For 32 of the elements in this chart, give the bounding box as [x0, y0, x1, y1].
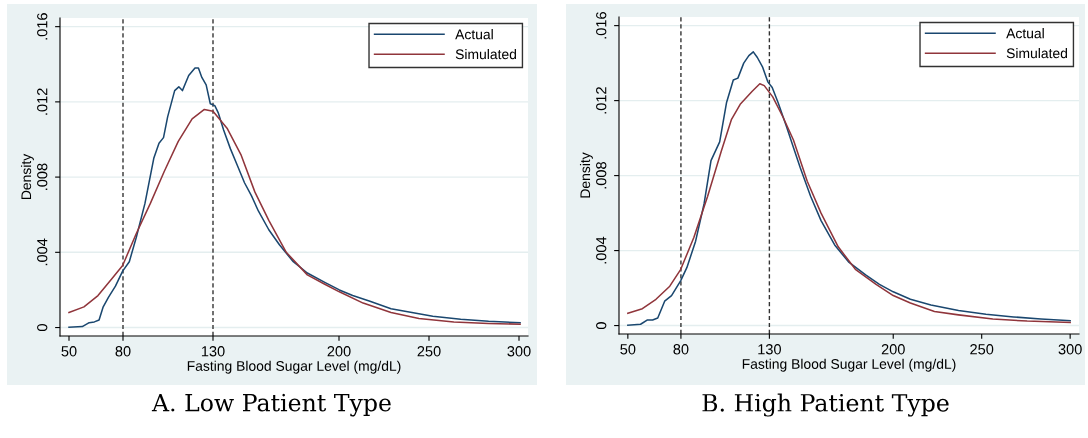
y-tick-label: .016 — [596, 12, 607, 39]
x-tick-label: 250 — [417, 346, 441, 357]
x-tick-label: 300 — [1058, 344, 1082, 355]
legend-label: Simulated — [1006, 48, 1067, 59]
x-tick-label: 50 — [620, 344, 636, 355]
x-axis-title: Fasting Blood Sugar Level (mg/dL) — [742, 358, 956, 372]
x-tick-label: 250 — [970, 344, 994, 355]
y-tick-label: .008 — [37, 163, 48, 190]
x-tick-label: 200 — [881, 344, 905, 355]
x-tick-label: 50 — [61, 346, 77, 357]
x-tick-label: 80 — [115, 346, 131, 357]
legend-label: Actual — [1006, 28, 1044, 39]
y-tick-label: 0 — [37, 324, 48, 332]
text: B. High Patient Type — [702, 393, 949, 417]
y-axis-title: Density — [20, 153, 34, 200]
x-tick-label: 80 — [673, 344, 689, 355]
x-tick-label: 200 — [327, 346, 351, 357]
x-tick-label: 130 — [201, 346, 225, 357]
y-axis-title: Density — [579, 152, 593, 198]
legend-label: Simulated — [455, 49, 516, 60]
x-axis-title: Fasting Blood Sugar Level (mg/dL) — [187, 360, 401, 374]
y-tick-label: .004 — [37, 238, 48, 266]
legend-label: Actual — [455, 29, 493, 40]
y-tick-label: .008 — [596, 162, 607, 189]
y-tick-label: .016 — [37, 13, 48, 40]
y-tick-label: .012 — [37, 88, 48, 115]
y-tick-label: 0 — [596, 322, 607, 330]
text: A. Low Patient Type — [151, 393, 391, 417]
x-tick-label: 300 — [507, 346, 531, 357]
y-tick-label: .012 — [596, 87, 607, 114]
x-tick-label: 130 — [758, 344, 781, 355]
y-tick-label: .004 — [596, 236, 607, 264]
